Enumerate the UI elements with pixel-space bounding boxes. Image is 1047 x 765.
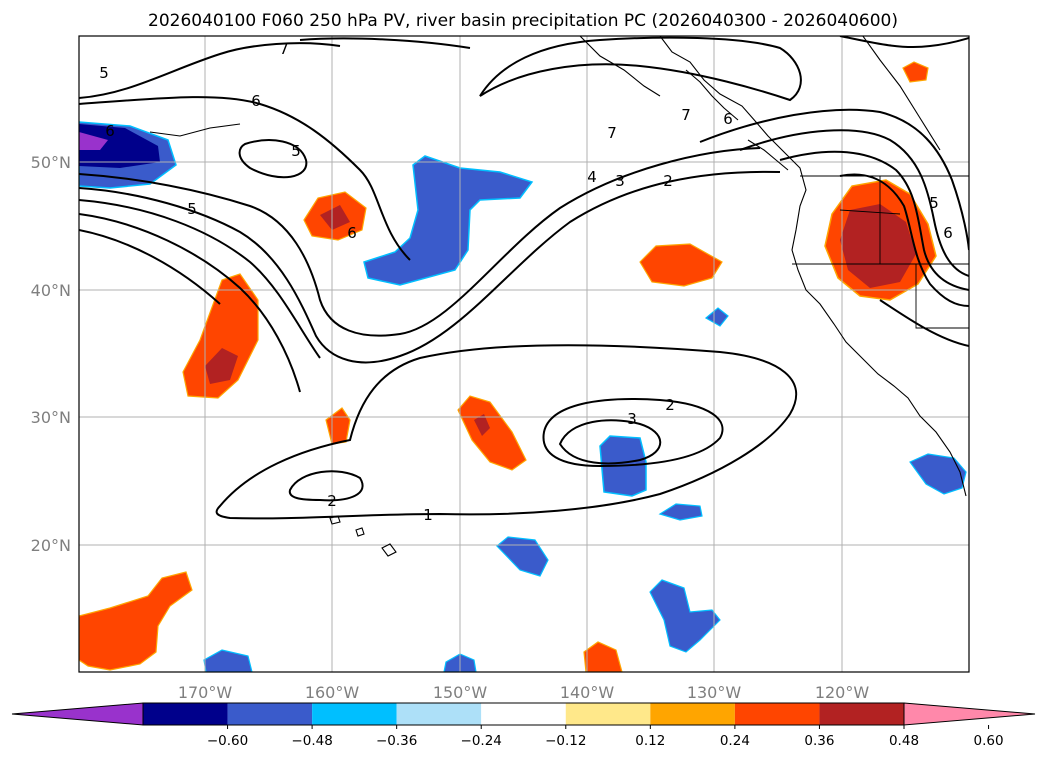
- lat-label: 20°N: [31, 536, 71, 555]
- colorbar-segment: [565, 703, 651, 725]
- map-title: 2026040100 F060 250 hPa PV, river basin …: [148, 11, 898, 31]
- colorbar-segment: [227, 703, 313, 725]
- colorbar: −0.60 −0.48 −0.36 −0.24 −0.12 0.12 0.24 0.36 0.4…: [11, 702, 1036, 749]
- contour-label: 2: [663, 172, 673, 190]
- contour-label: 5: [291, 142, 301, 160]
- contour-label: 6: [347, 224, 357, 242]
- shaded-fields: [79, 61, 967, 672]
- longitude-labels: 170°W 160°W 150°W 140°W 130°W 120°W: [178, 683, 870, 702]
- contour-labels: 7 5 6 5 6 5 6 4 3 2 7 7 6 5 6 2 3 2 1: [99, 40, 953, 524]
- colorbar-segment: [481, 703, 566, 725]
- contour-label: 2: [327, 492, 337, 510]
- contour-label: 1: [423, 506, 433, 524]
- contour-label: 5: [929, 194, 939, 212]
- lon-label: 150°W: [433, 683, 488, 702]
- colorbar-segment: [650, 703, 735, 725]
- contour-label: 5: [99, 64, 109, 82]
- map-frame: [78, 35, 970, 673]
- colorbar-tick-label: 0.48: [889, 733, 919, 749]
- lat-label: 30°N: [31, 408, 71, 427]
- colorbar-frame: [142, 702, 905, 726]
- contour-label: 6: [251, 92, 261, 110]
- colorbar-segment: [734, 703, 820, 725]
- colorbar-tick-label: −0.12: [545, 733, 586, 749]
- contour-label: 6: [723, 110, 733, 128]
- contour-label: 7: [279, 40, 289, 58]
- contour-label: 3: [627, 410, 637, 428]
- lon-label: 130°W: [687, 683, 742, 702]
- colorbar-tick-label: 0.36: [804, 733, 834, 749]
- colorbar-extend-high: [903, 702, 1036, 726]
- colorbar-tick-label: −0.48: [291, 733, 332, 749]
- contour-label: 6: [105, 122, 115, 140]
- contour-label: 3: [615, 172, 625, 190]
- colorbar-tick-label: 0.24: [720, 733, 750, 749]
- colorbar-tick-label: 0.60: [974, 733, 1004, 749]
- lon-label: 160°W: [305, 683, 360, 702]
- lat-label: 50°N: [31, 153, 71, 172]
- colorbar-tick-label: −0.60: [207, 733, 248, 749]
- colorbar-segment: [143, 703, 228, 725]
- colorbar-tick-label: 0.12: [635, 733, 665, 749]
- latitude-labels: 50°N 40°N 30°N 20°N: [31, 153, 71, 555]
- colorbar-segment: [819, 703, 904, 725]
- contour-label: 7: [681, 106, 691, 124]
- contour-label: 4: [587, 168, 597, 186]
- pv-contours: [79, 36, 969, 520]
- colorbar-extend-low: [11, 702, 144, 726]
- lon-label: 140°W: [560, 683, 615, 702]
- colorbar-segment: [312, 703, 397, 725]
- contour-label: 6: [943, 224, 953, 242]
- contour-label: 5: [187, 200, 197, 218]
- contour-label: 2: [665, 396, 675, 414]
- colorbar-tick-label: −0.36: [376, 733, 417, 749]
- lon-label: 170°W: [178, 683, 233, 702]
- colorbar-segment: [396, 703, 482, 725]
- contour-label: 7: [607, 124, 617, 142]
- lat-label: 40°N: [31, 281, 71, 300]
- lon-label: 120°W: [815, 683, 870, 702]
- colorbar-tick-label: −0.24: [461, 733, 502, 749]
- coastlines: [149, 36, 969, 557]
